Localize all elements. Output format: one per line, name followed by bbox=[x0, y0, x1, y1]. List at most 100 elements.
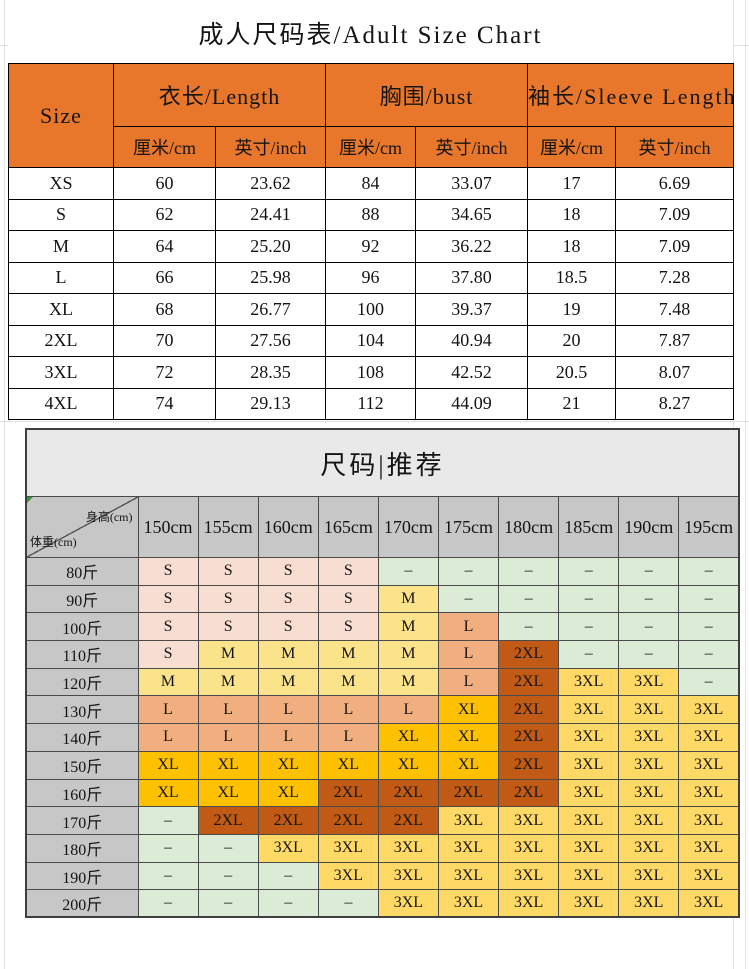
size-recommendation-cell: – bbox=[137, 861, 199, 891]
measurement-cell: 96 bbox=[325, 261, 416, 294]
size-recommendation-cell: 3XL bbox=[498, 861, 560, 891]
measurement-cell: 108 bbox=[325, 356, 416, 389]
size-recommendation-cell: 3XL bbox=[678, 750, 740, 780]
height-header-cell: 165cm bbox=[317, 496, 379, 558]
size-recommendation-cell: 3XL bbox=[678, 889, 740, 918]
recommend-row: 180斤 – –3XL 3XL 3XL 3XL 3XL 3XL 3XL 3XL bbox=[25, 833, 740, 863]
size-recommendation-cell: 3XL bbox=[498, 806, 560, 835]
size-recommendation-cell: M bbox=[317, 667, 379, 697]
weight-cell: 190斤 bbox=[25, 861, 139, 891]
size-recommendation-cell: XL bbox=[257, 750, 319, 780]
weight-cell: 120斤 bbox=[25, 667, 139, 697]
size-recommendation-cell: 3XL bbox=[618, 778, 680, 808]
size-recommendation-cell: 3XL bbox=[618, 861, 680, 891]
recommend-row: 120斤 M M M M M L 2XL 3XL 3XL – bbox=[25, 667, 740, 697]
margin-gridline bbox=[0, 421, 749, 422]
weight-cell: 110斤 bbox=[25, 640, 139, 669]
corner-header-cell: 身高(cm) 体重(cm) bbox=[25, 496, 139, 558]
measurement-cell: 25.20 bbox=[215, 230, 326, 263]
size-recommendation-cell: XL bbox=[437, 750, 500, 780]
measurement-cell: 39.37 bbox=[414, 293, 529, 326]
size-recommendation-cell: L bbox=[137, 695, 199, 725]
diagonal-divider bbox=[27, 497, 137, 557]
size-recommendation-cell: L bbox=[197, 695, 259, 725]
size-recommendation-cell: – bbox=[678, 612, 740, 642]
size-recommendation-cell: XL bbox=[137, 750, 199, 780]
size-recommendation-cell: 2XL bbox=[437, 778, 500, 808]
size-recommendation-cell: 3XL bbox=[317, 861, 379, 891]
recommend-table-body: 80斤 S S S S – – – – – –90斤 S S S S M – – – – –100斤 S S S S M L – – – –… bbox=[25, 557, 740, 918]
measurement-cell: 28.35 bbox=[215, 356, 326, 389]
measurement-cell: 74 bbox=[113, 387, 216, 420]
size-recommendation-cell: L bbox=[257, 695, 319, 725]
measurement-cell: 17 bbox=[527, 167, 617, 200]
measurement-cell: 64 bbox=[113, 230, 216, 263]
height-header-cell: 190cm bbox=[618, 496, 680, 558]
unit-header-cm: 厘米/cm bbox=[113, 126, 216, 168]
unit-header-row: 厘米/cm 英寸/inch 厘米/cm 英寸/inch 厘米/cm 英寸/inc… bbox=[9, 126, 735, 168]
height-axis-label: 身高(cm) bbox=[85, 510, 133, 524]
size-recommendation-cell: M bbox=[377, 612, 439, 642]
size-recommendation-cell: L bbox=[377, 695, 439, 725]
recommend-row: 110斤 S M M M M L 2XL – – – bbox=[25, 640, 740, 669]
size-recommendation-cell: 2XL bbox=[317, 778, 379, 808]
recommend-table: 尺码|推荐 身高(cm) 体重(cm) 150cm 155cm 160cm 165cm… bbox=[25, 428, 740, 919]
recommend-row: 130斤 L L L L L XL 2XL 3XL 3XL 3XL bbox=[25, 695, 740, 725]
size-recommendation-cell: – bbox=[317, 889, 379, 918]
size-recommendation-cell: XL bbox=[377, 750, 439, 780]
measurement-cell: 29.13 bbox=[215, 387, 326, 420]
size-recommendation-cell: M bbox=[257, 667, 319, 697]
measurement-cell: 25.98 bbox=[215, 261, 326, 294]
measurement-cell: 20.5 bbox=[527, 356, 617, 389]
size-recommendation-cell: – bbox=[618, 640, 680, 669]
size-recommendation-cell: – bbox=[197, 889, 259, 918]
size-recommendation-cell: L bbox=[317, 695, 379, 725]
size-recommendation-cell: XL bbox=[437, 723, 500, 752]
measurement-cell: 8.07 bbox=[615, 356, 735, 389]
size-recommendation-cell: 3XL bbox=[437, 861, 500, 891]
size-recommendation-cell: 3XL bbox=[678, 778, 740, 808]
size-recommendation-cell: 3XL bbox=[558, 723, 620, 752]
measurement-cell: 37.80 bbox=[414, 261, 529, 294]
weight-cell: 130斤 bbox=[25, 695, 139, 725]
adult-size-row: S 62 24.41 88 34.65 18 7.09 bbox=[8, 198, 735, 231]
measurement-cell: 33.07 bbox=[414, 167, 529, 200]
height-header-cell: 170cm bbox=[377, 496, 439, 558]
size-recommendation-cell: – bbox=[618, 584, 680, 614]
size-recommendation-cell: XL bbox=[377, 723, 439, 752]
unit-header-inch: 英寸/inch bbox=[215, 126, 326, 168]
adult-size-row: 4XL 74 29.13 112 44.09 21 8.27 bbox=[8, 387, 735, 420]
size-recommendation-cell: – bbox=[678, 584, 740, 614]
measurement-cell: 24.41 bbox=[215, 198, 326, 231]
measurement-cell: 7.48 bbox=[615, 293, 735, 326]
size-recommendation-cell: S bbox=[197, 557, 259, 586]
size-recommendation-cell: XL bbox=[137, 778, 199, 808]
measurement-cell: 18 bbox=[527, 198, 617, 231]
margin-gridline bbox=[4, 0, 5, 969]
size-recommendation-cell: S bbox=[137, 640, 199, 669]
size-recommendation-cell: – bbox=[558, 557, 620, 586]
size-recommendation-cell: – bbox=[558, 640, 620, 669]
recommend-title: 尺码|推荐 bbox=[25, 428, 740, 497]
measurement-cell: 70 bbox=[113, 324, 216, 357]
size-recommendation-cell: L bbox=[257, 723, 319, 752]
size-cell: 4XL bbox=[8, 387, 114, 420]
size-recommendation-cell: – bbox=[437, 584, 500, 614]
size-recommendation-cell: M bbox=[137, 667, 199, 697]
recommend-row: 90斤 S S S S M – – – – – bbox=[25, 584, 740, 614]
size-recommendation-cell: XL bbox=[437, 695, 500, 725]
height-header-cell: 175cm bbox=[437, 496, 500, 558]
size-recommendation-cell: – bbox=[257, 889, 319, 918]
size-column-header: Size bbox=[8, 63, 114, 168]
size-recommendation-cell: 3XL bbox=[678, 861, 740, 891]
size-cell: S bbox=[8, 198, 114, 231]
size-recommendation-cell: 3XL bbox=[618, 750, 680, 780]
measurement-cell: 92 bbox=[325, 230, 416, 263]
size-recommendation-cell: 2XL bbox=[257, 806, 319, 835]
size-recommendation-cell: 3XL bbox=[678, 695, 740, 725]
size-recommendation-cell: 3XL bbox=[678, 723, 740, 752]
recommend-row: 80斤 S S S S – – – – – – bbox=[25, 557, 740, 586]
adult-chart-title: 成人尺码表/Adult Size Chart bbox=[8, 14, 733, 58]
size-recommendation-cell: 3XL bbox=[558, 695, 620, 725]
adult-size-row: L 66 25.98 96 37.80 18.5 7.28 bbox=[8, 261, 735, 294]
